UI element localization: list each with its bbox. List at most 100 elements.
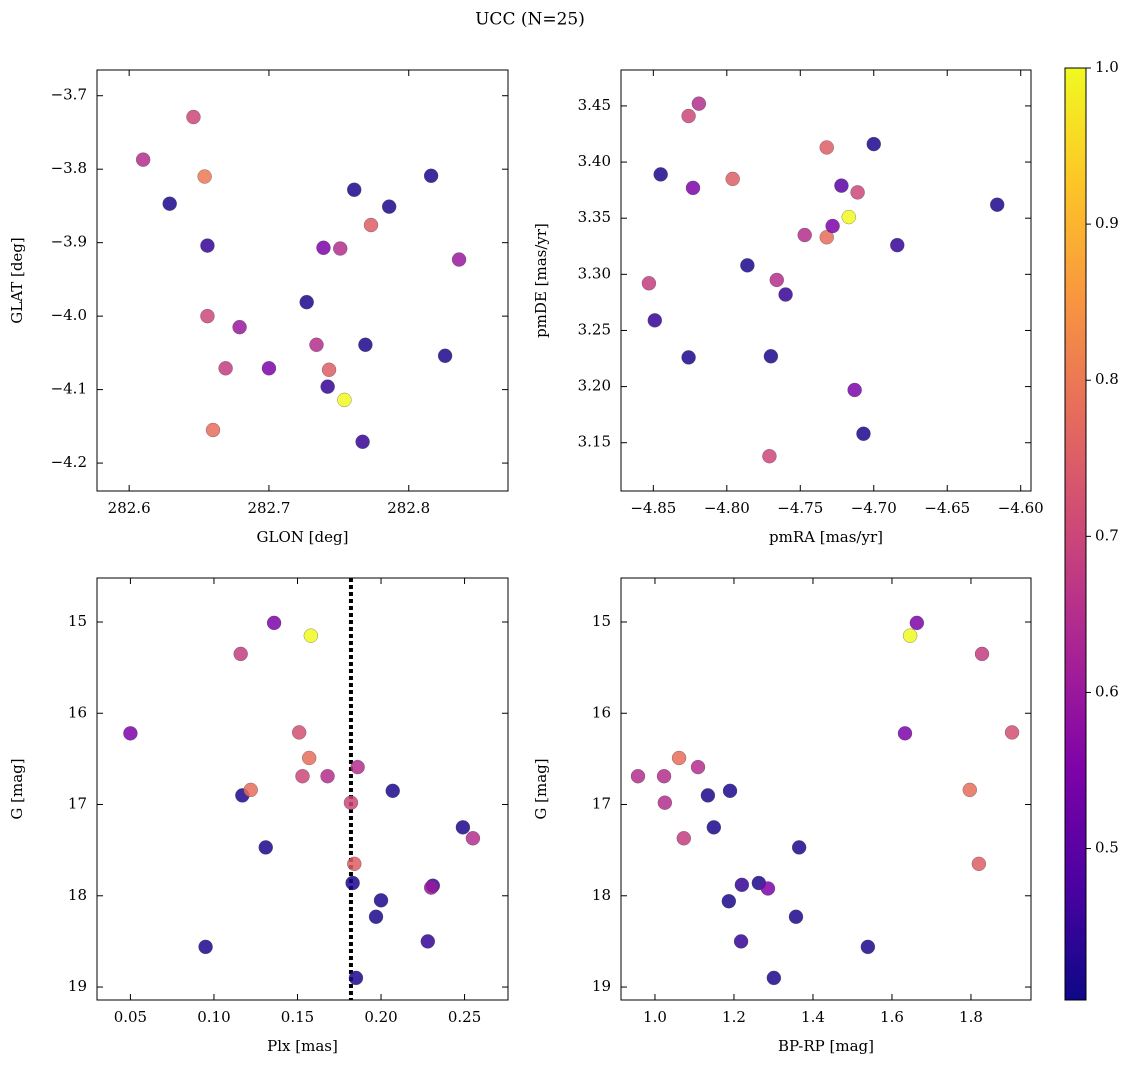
x-tick-label: −4.85	[630, 499, 676, 517]
data-point	[860, 939, 876, 955]
data-point	[320, 379, 335, 394]
x-axis-label: BP-RP [mag]	[778, 1037, 874, 1055]
data-point	[791, 840, 807, 855]
x-tick-label: −4.70	[851, 499, 897, 517]
data-point	[990, 197, 1005, 212]
data-point	[856, 426, 871, 441]
x-tick-label: 282.8	[387, 499, 430, 517]
x-axis-label: GLON [deg]	[257, 528, 349, 546]
y-tick-label: 3.30	[578, 264, 611, 282]
x-tick-label: 1.2	[722, 1008, 746, 1026]
data-point	[258, 840, 273, 855]
y-tick-label: 18	[592, 886, 611, 904]
data-point	[303, 628, 319, 643]
data-point	[350, 759, 365, 775]
y-tick-label: −3.8	[51, 159, 87, 177]
x-tick-label: 0.10	[197, 1008, 230, 1026]
y-tick-label: −3.9	[51, 233, 87, 251]
data-point	[841, 209, 856, 225]
x-tick-label: 1.8	[959, 1008, 983, 1026]
data-point	[819, 230, 834, 245]
x-tick-label: −4.75	[777, 499, 823, 517]
data-point	[788, 909, 804, 924]
data-point	[266, 615, 282, 631]
y-tick-label: 3.45	[578, 96, 611, 114]
colorbar-tick-label: 0.9	[1095, 214, 1119, 232]
data-point	[200, 238, 215, 253]
data-point	[343, 795, 359, 810]
data-point	[685, 180, 701, 196]
data-point	[197, 169, 212, 184]
y-axis-label: G [mag]	[532, 758, 550, 819]
y-tick-label: 15	[592, 612, 611, 630]
x-tick-label: −4.65	[924, 499, 970, 517]
data-point	[320, 769, 335, 784]
data-point	[734, 877, 750, 892]
data-point	[902, 628, 918, 643]
data-point	[797, 227, 812, 243]
data-point	[974, 646, 990, 662]
x-tick-label: 0.15	[281, 1008, 314, 1026]
y-tick-label: 3.25	[578, 320, 611, 338]
plot-frame	[620, 69, 1032, 492]
data-point	[897, 726, 913, 741]
data-point	[760, 881, 776, 896]
data-point	[671, 750, 687, 766]
data-point	[465, 831, 481, 846]
y-tick-label: 3.35	[578, 208, 611, 226]
data-point	[451, 252, 467, 267]
colorbar-tick-label: 0.8	[1095, 370, 1119, 388]
data-point	[740, 258, 755, 273]
data-point	[186, 109, 201, 125]
data-point	[261, 361, 277, 376]
y-tick-label: −3.7	[51, 86, 87, 104]
plot-frame	[96, 69, 509, 492]
data-point	[123, 726, 138, 741]
data-point	[385, 783, 400, 798]
data-point	[345, 875, 360, 891]
data-point	[866, 136, 881, 152]
data-point	[630, 769, 646, 784]
colorbar-tick-label: 0.6	[1095, 682, 1119, 700]
data-point	[834, 178, 849, 193]
data-point	[363, 217, 379, 233]
data-point	[162, 196, 177, 211]
y-tick-label: 19	[68, 977, 87, 995]
data-point	[656, 769, 672, 784]
y-tick-label: −4.1	[51, 380, 87, 398]
data-point	[200, 308, 215, 324]
data-point	[347, 856, 362, 871]
x-tick-label: 1.6	[880, 1008, 904, 1026]
y-axis-label: GLAT [deg]	[8, 237, 26, 324]
data-point	[302, 750, 317, 766]
y-tick-label: 15	[68, 612, 87, 630]
data-point	[232, 320, 247, 335]
data-point	[198, 939, 213, 955]
y-tick-label: 3.40	[578, 152, 611, 170]
data-point	[733, 934, 749, 949]
data-point	[653, 167, 668, 182]
figure-title: UCC (N=25)	[475, 10, 585, 30]
data-point	[681, 350, 696, 365]
data-point	[423, 880, 439, 895]
data-point	[321, 362, 337, 377]
data-point	[423, 168, 439, 183]
y-tick-label: 17	[592, 795, 611, 813]
data-point	[437, 348, 453, 363]
data-point	[382, 199, 397, 214]
data-point	[722, 783, 738, 798]
data-point	[333, 241, 348, 256]
data-point	[316, 240, 331, 255]
data-point	[847, 382, 862, 398]
x-tick-label: 0.25	[448, 1008, 481, 1026]
data-point	[825, 218, 840, 234]
data-point	[850, 185, 865, 200]
data-point	[641, 276, 657, 291]
data-point	[691, 96, 707, 111]
x-tick-label: −4.60	[998, 499, 1044, 517]
y-tick-label: 3.20	[578, 377, 611, 395]
data-point	[762, 449, 777, 464]
x-tick-label: 282.6	[108, 499, 151, 517]
x-tick-label: 1.4	[801, 1008, 825, 1026]
